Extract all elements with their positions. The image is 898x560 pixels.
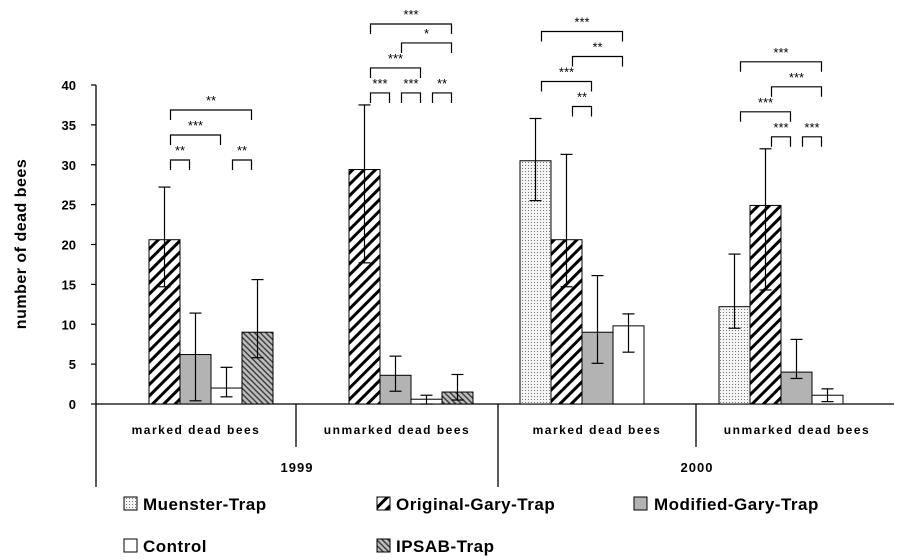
legend-item-ipsab-trap: IPSAB-Trap xyxy=(376,537,495,556)
significance-bracket xyxy=(400,92,422,103)
legend-swatch-control xyxy=(123,538,138,553)
bar-muenster-trap xyxy=(519,160,552,405)
legend-swatch-ipsab-trap xyxy=(376,538,391,553)
significance-label: ** xyxy=(206,93,216,108)
error-bars xyxy=(158,104,834,405)
significance-label: ** xyxy=(592,39,602,54)
legend-label-control: Control xyxy=(143,537,207,556)
category-label-0: marked dead bees xyxy=(132,423,261,437)
significance-label: ** xyxy=(237,143,247,158)
category-label-3: unmarked dead bees xyxy=(724,423,870,437)
significance-bracket xyxy=(571,105,593,117)
significance-bracket xyxy=(770,136,792,147)
significance-label: ** xyxy=(577,89,587,104)
legend-swatch-muenster-trap xyxy=(123,496,138,511)
legend-swatch-modified-gary-trap xyxy=(633,496,648,511)
significance-bracket xyxy=(231,159,253,170)
y-tick-label: 35 xyxy=(62,118,76,133)
legend-item-modified-gary-trap: Modified-Gary-Trap xyxy=(633,495,819,514)
bar-modified-gary-trap xyxy=(780,371,813,405)
legend-item-control: Control xyxy=(123,537,207,556)
legend-item-original-gary-trap: Original-Gary-Trap xyxy=(376,495,555,514)
significance-label: *** xyxy=(388,51,403,66)
significance-bracket xyxy=(369,67,422,78)
category-label-1: unmarked dead bees xyxy=(324,423,470,437)
y-tick-label: 25 xyxy=(62,198,76,213)
y-tick-label: 40 xyxy=(62,78,76,93)
significance-label: *** xyxy=(773,45,788,60)
significance-bracket xyxy=(571,55,624,67)
significance-label: *** xyxy=(403,76,418,91)
significance-label: *** xyxy=(403,7,418,22)
year-label-2000: 2000 xyxy=(681,460,714,475)
significance-label: *** xyxy=(188,118,203,133)
significance-label: * xyxy=(424,26,429,41)
significance-bracket xyxy=(540,80,593,92)
significance-label: *** xyxy=(559,64,574,79)
significance-bracket xyxy=(169,109,253,120)
y-tick-label: 5 xyxy=(69,357,76,372)
y-tick-label: 20 xyxy=(62,238,76,253)
significance-bracket xyxy=(431,92,453,103)
y-tick-label: 10 xyxy=(62,317,76,332)
legend-label-modified-gary-trap: Modified-Gary-Trap xyxy=(654,495,819,514)
significance-bracket xyxy=(770,86,823,97)
legend-label-original-gary-trap: Original-Gary-Trap xyxy=(396,495,555,514)
legend-label-muenster-trap: Muenster-Trap xyxy=(143,495,267,514)
significance-bracket xyxy=(540,30,624,42)
significance-bracket xyxy=(739,111,792,122)
y-tick-label: 30 xyxy=(62,158,76,173)
significance-bracket xyxy=(400,42,453,53)
legend-swatch-original-gary-trap xyxy=(376,496,391,511)
significance-bracket xyxy=(801,136,823,147)
significance-bracket xyxy=(369,92,391,103)
significance-label: *** xyxy=(574,14,589,29)
year-label-1999: 1999 xyxy=(281,460,314,475)
significance-label: *** xyxy=(773,120,788,135)
legend-item-muenster-trap: Muenster-Trap xyxy=(123,495,267,514)
category-label-2: marked dead bees xyxy=(533,423,662,437)
significance-label: *** xyxy=(372,76,387,91)
legend-label-ipsab-trap: IPSAB-Trap xyxy=(396,537,495,556)
y-tick-label: 15 xyxy=(62,277,76,292)
y-axis-label: number of dead bees xyxy=(13,159,30,329)
significance-label: ** xyxy=(437,76,447,91)
significance-label: *** xyxy=(804,120,819,135)
significance-bracket xyxy=(739,61,823,72)
significance-bracket xyxy=(369,23,453,34)
y-tick-label: 0 xyxy=(69,397,76,412)
bars xyxy=(148,160,844,405)
significance-label: *** xyxy=(789,70,804,85)
significance-label: ** xyxy=(175,143,185,158)
y-ticks: 0 5 10 15 20 25 30 35 40 xyxy=(62,78,96,412)
legend: Muenster-Trap Original-Gary-Trap Modifie… xyxy=(123,495,819,556)
significance-bracket xyxy=(169,134,222,145)
significance-bracket xyxy=(169,159,191,170)
significance-brackets: ** ********** *** ********************** ***… xyxy=(169,7,823,170)
significance-label: *** xyxy=(758,95,773,110)
